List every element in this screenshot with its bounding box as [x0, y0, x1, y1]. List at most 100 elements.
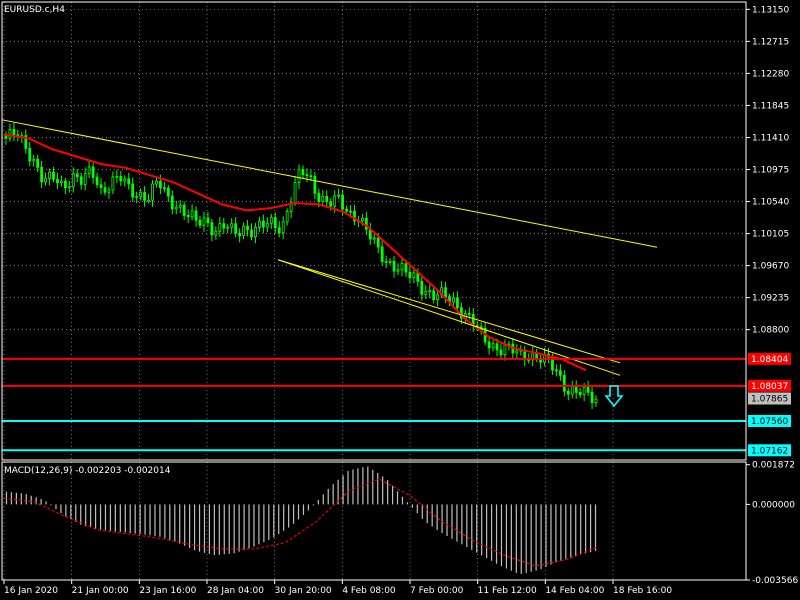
candle-body: [297, 169, 301, 183]
candle-body: [44, 178, 47, 183]
candle-body: [202, 217, 206, 226]
candle-body: [396, 269, 400, 272]
price-panel[interactable]: [1, 119, 746, 452]
price-label-badge: [748, 444, 791, 457]
candle-body: [52, 171, 55, 180]
candle-body: [321, 195, 325, 202]
price-label-text: 1.07162: [751, 446, 788, 456]
trendline-1[interactable]: [1, 119, 658, 248]
candle-body: [337, 194, 341, 197]
candle-body: [317, 192, 321, 202]
candle-body: [214, 230, 218, 236]
candle-body: [412, 272, 416, 278]
candle-body: [578, 392, 582, 396]
time-tick-label: 4 Feb 08:00: [342, 586, 396, 596]
candle-body: [87, 166, 91, 175]
candle-body: [222, 223, 226, 229]
candle-body: [238, 232, 242, 237]
candle-body: [301, 169, 305, 176]
candle-body: [329, 201, 333, 207]
candle-body: [111, 176, 115, 191]
candle-body: [281, 221, 285, 234]
macd-signal-line: [3, 478, 599, 567]
moving-average-line: [3, 133, 587, 372]
macd-tick-label: -0.003566: [752, 576, 798, 586]
candle-body: [594, 398, 598, 403]
candle-body: [586, 386, 590, 393]
current-price-label: 1.07865: [751, 395, 788, 405]
time-tick-label: 28 Jan 04:00: [207, 586, 264, 596]
candle-body: [91, 166, 95, 178]
candle-body: [372, 237, 376, 240]
candle-body: [95, 176, 99, 186]
candle-body: [28, 148, 32, 162]
candle-body: [242, 225, 245, 237]
candle-body: [218, 223, 222, 232]
macd-panel[interactable]: [3, 466, 599, 574]
candle-body: [491, 343, 495, 349]
candle-body: [285, 211, 289, 223]
candle-body: [67, 186, 71, 189]
trendline-2[interactable]: [277, 259, 621, 364]
candles: [4, 122, 598, 410]
time-tick-label: 18 Feb 16:00: [613, 586, 672, 596]
candle-body: [32, 158, 36, 162]
candle-body: [119, 176, 123, 182]
price-tick-label: 1.12280: [752, 69, 789, 79]
candle-body: [83, 173, 87, 185]
candle-body: [258, 220, 261, 228]
trendline-3[interactable]: [277, 259, 621, 376]
candle-body: [353, 210, 356, 222]
candle-body: [123, 178, 127, 182]
candle-body: [174, 206, 178, 210]
candle-body: [103, 187, 107, 193]
candle-body: [495, 343, 499, 351]
down-arrow-icon[interactable]: [604, 385, 624, 408]
candle-body: [48, 171, 51, 180]
candle-body: [198, 219, 202, 226]
candle-body: [79, 176, 83, 185]
candle-body: [24, 135, 28, 149]
price-label-badge: [748, 352, 791, 365]
candle-body: [408, 271, 412, 278]
candle-body: [190, 210, 194, 218]
time-tick-label: 23 Jan 16:00: [139, 586, 196, 596]
candle-body: [515, 350, 519, 354]
candle-body: [155, 180, 158, 185]
macd-tick-label: 0.000000: [752, 500, 795, 510]
candle-body: [309, 175, 313, 178]
candle-body: [566, 390, 570, 395]
price-tick-label: 1.10540: [752, 198, 789, 208]
price-label-badge: [748, 379, 791, 392]
candle-body: [250, 229, 253, 238]
candle-body: [182, 204, 186, 216]
price-tick-label: 1.08800: [752, 326, 789, 336]
candle-body: [206, 217, 210, 223]
candle-body: [384, 261, 388, 263]
candle-body: [178, 204, 182, 208]
candle-body: [574, 386, 578, 393]
candle-body: [99, 184, 103, 189]
price-tick-label: 1.09235: [752, 294, 789, 304]
candle-body: [436, 294, 440, 301]
candle-body: [555, 369, 558, 372]
candle-body: [424, 291, 428, 295]
price-tick-label: 1.11845: [752, 101, 789, 111]
candle-body: [159, 180, 162, 189]
candle-body: [456, 297, 459, 309]
price-tick-label: 1.10105: [752, 230, 789, 240]
candle-body: [293, 181, 297, 204]
candle-body: [8, 129, 12, 139]
macd-panel-frame: [1, 461, 747, 581]
candle-body: [444, 287, 447, 297]
candle-body: [261, 220, 265, 228]
candle-body: [420, 281, 424, 295]
candle-body: [499, 349, 503, 356]
price-label-text: 1.08404: [751, 355, 788, 365]
price-panel-frame: [1, 1, 747, 461]
candle-body: [333, 195, 337, 207]
candle-body: [503, 344, 507, 356]
candle-body: [194, 210, 198, 221]
candle-body: [63, 180, 67, 189]
